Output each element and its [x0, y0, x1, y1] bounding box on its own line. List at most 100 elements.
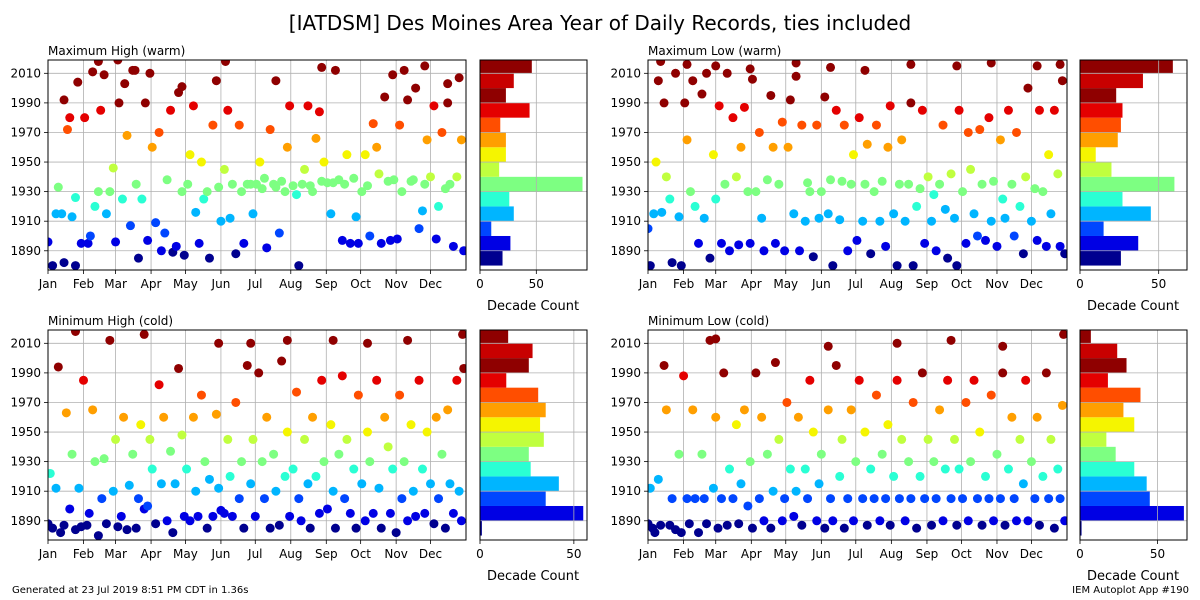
data-point	[246, 479, 256, 489]
data-point	[191, 207, 201, 217]
panel-title: Maximum Low (warm)	[648, 44, 781, 58]
data-point	[1011, 516, 1021, 526]
data-point	[897, 434, 907, 444]
data-point	[365, 231, 375, 241]
data-point	[862, 139, 872, 149]
histogram-bar	[480, 88, 506, 103]
data-point	[82, 520, 92, 530]
data-point	[159, 412, 169, 422]
data-point	[848, 150, 858, 160]
data-point	[889, 471, 899, 481]
data-point	[99, 70, 109, 80]
data-point	[745, 457, 755, 467]
y-tick-label: 1990	[610, 366, 641, 380]
data-point	[1044, 150, 1054, 160]
data-point	[745, 64, 755, 74]
x-tick-label: Mar	[104, 547, 127, 561]
data-point	[927, 520, 937, 530]
data-point	[954, 464, 964, 474]
data-point	[984, 494, 994, 504]
data-point	[906, 98, 916, 108]
x-tick-label: Mar	[104, 277, 127, 291]
data-point	[193, 511, 203, 521]
data-point	[246, 338, 256, 348]
data-point	[1032, 235, 1042, 245]
histogram-bar	[480, 476, 559, 492]
data-point	[720, 179, 730, 189]
data-point	[162, 175, 172, 185]
data-point	[782, 397, 792, 407]
histogram-bar	[480, 147, 506, 163]
data-point	[221, 60, 231, 66]
x-tick-label: Oct	[350, 277, 371, 291]
x-tick-label: Aug	[279, 277, 302, 291]
data-point	[130, 65, 140, 75]
data-point	[862, 520, 872, 530]
x-tick-label: Dec	[419, 277, 442, 291]
data-point	[434, 494, 444, 504]
data-point	[1041, 368, 1051, 378]
y-tick-label: 1910	[610, 214, 641, 228]
data-point	[869, 187, 879, 197]
data-point	[345, 508, 355, 518]
data-point	[1003, 464, 1013, 474]
data-point	[131, 523, 141, 533]
data-point	[722, 520, 732, 530]
data-point	[975, 125, 985, 135]
histogram-bar	[1080, 162, 1112, 177]
data-point	[79, 375, 89, 385]
data-point	[1015, 434, 1025, 444]
data-point	[48, 523, 58, 533]
data-point	[656, 520, 666, 530]
data-point	[923, 172, 933, 182]
data-point	[826, 62, 836, 72]
data-point	[946, 494, 956, 504]
data-point	[434, 201, 444, 211]
data-point	[972, 231, 982, 241]
data-point	[797, 520, 807, 530]
data-point	[403, 516, 413, 526]
data-point	[877, 449, 887, 459]
histogram-bar	[480, 343, 533, 359]
data-point	[1023, 83, 1033, 93]
data-point	[656, 60, 666, 66]
data-point	[1044, 494, 1054, 504]
data-point	[211, 409, 221, 419]
data-point	[255, 157, 265, 167]
data-point	[328, 486, 338, 496]
data-point	[682, 60, 692, 69]
data-point	[883, 420, 893, 430]
figure-title: [IATDSM] Des Moines Area Year of Daily R…	[289, 11, 911, 35]
data-point	[292, 190, 302, 200]
data-point	[383, 442, 393, 452]
data-point	[288, 181, 298, 191]
data-point	[48, 237, 53, 247]
data-point	[816, 449, 826, 459]
data-point	[986, 60, 996, 68]
data-point	[111, 237, 121, 247]
data-point	[185, 516, 195, 526]
x-tick-label: Dec	[1020, 547, 1043, 561]
data-point	[380, 412, 390, 422]
histogram-x-tick-label: 0	[1076, 277, 1084, 291]
data-point	[337, 235, 347, 245]
data-point	[204, 474, 214, 484]
data-point	[846, 179, 856, 189]
data-point	[196, 157, 206, 167]
x-tick-label: Feb	[673, 547, 694, 561]
data-point	[65, 113, 75, 123]
y-tick-label: 1950	[610, 425, 641, 439]
data-point	[351, 523, 361, 533]
histogram-bar	[480, 505, 584, 521]
data-point	[803, 178, 813, 188]
histogram-x-tick-label: 50	[529, 277, 544, 291]
data-point	[308, 412, 318, 422]
data-point	[90, 457, 100, 467]
data-point	[1055, 60, 1065, 69]
data-point	[194, 238, 204, 248]
data-point	[900, 216, 910, 226]
x-tick-label: Jun	[811, 547, 831, 561]
data-point	[969, 375, 979, 385]
data-point	[368, 508, 378, 518]
